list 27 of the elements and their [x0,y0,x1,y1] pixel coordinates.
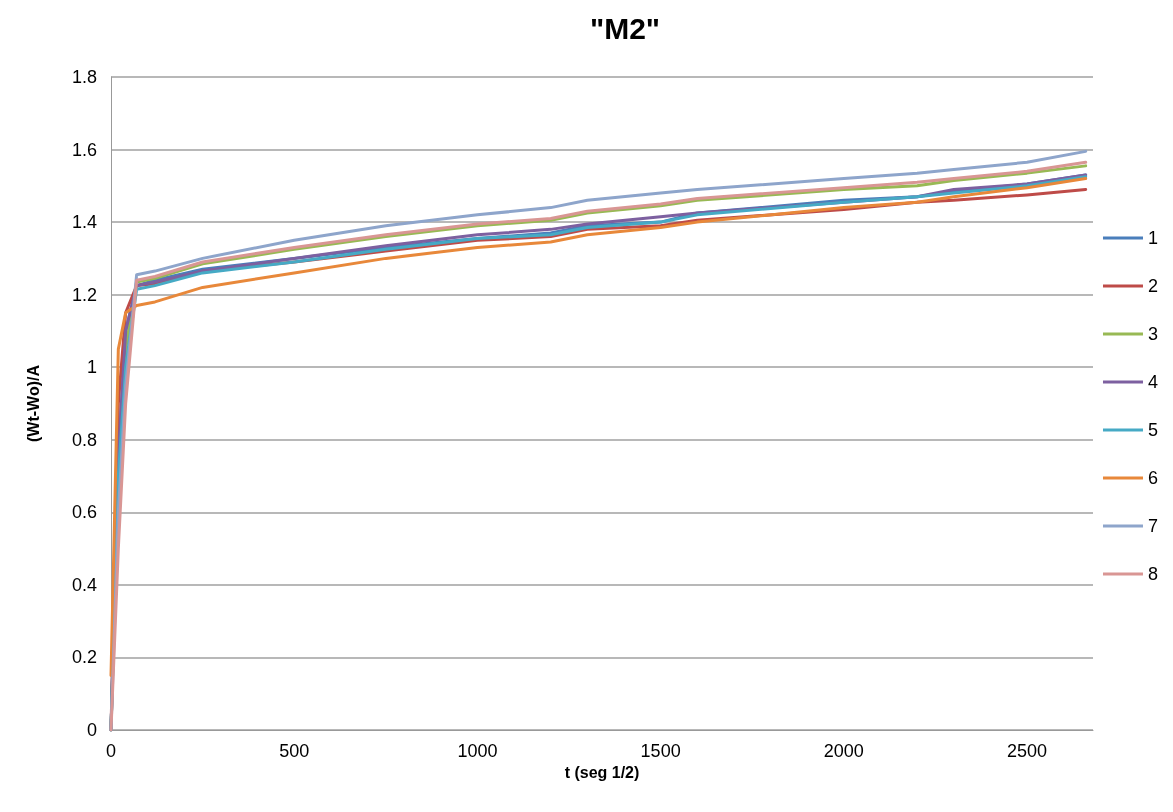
y-tick-label: 1 [86,357,97,378]
y-tick-label: 0.6 [71,502,97,523]
legend-label: 7 [1147,516,1158,536]
x-tick-label: 1500 [640,741,681,761]
y-tick-label: 0.2 [71,647,97,668]
chart-title: "M2" [589,11,661,45]
x-axis-title: t (seg 1/2) [564,764,640,782]
x-tick-label: 2500 [1007,741,1048,761]
legend-label: 3 [1147,324,1158,344]
y-tick-label: 0 [86,720,97,740]
x-tick-label: 2000 [823,741,864,761]
x-tick-label: 0 [105,741,117,761]
legend-label: 6 [1147,468,1158,488]
x-tick-label: 1000 [457,741,498,761]
y-tick-label: 0.4 [71,574,97,595]
legend-label: 8 [1147,564,1158,584]
y-tick-label: 1.2 [71,284,97,305]
y-tick-label: 1.8 [71,67,97,87]
x-tick-label: 500 [279,741,310,761]
legend-label: 2 [1147,276,1158,296]
y-tick-label: 1.6 [71,139,97,160]
y-axis-title: (Wt-Wo)/A [24,364,42,442]
y-tick-label: 0.8 [71,429,97,450]
legend-label: 1 [1147,228,1158,248]
y-tick-label: 1.4 [71,212,97,233]
legend-label: 4 [1147,372,1158,392]
legend-label: 5 [1147,420,1158,440]
